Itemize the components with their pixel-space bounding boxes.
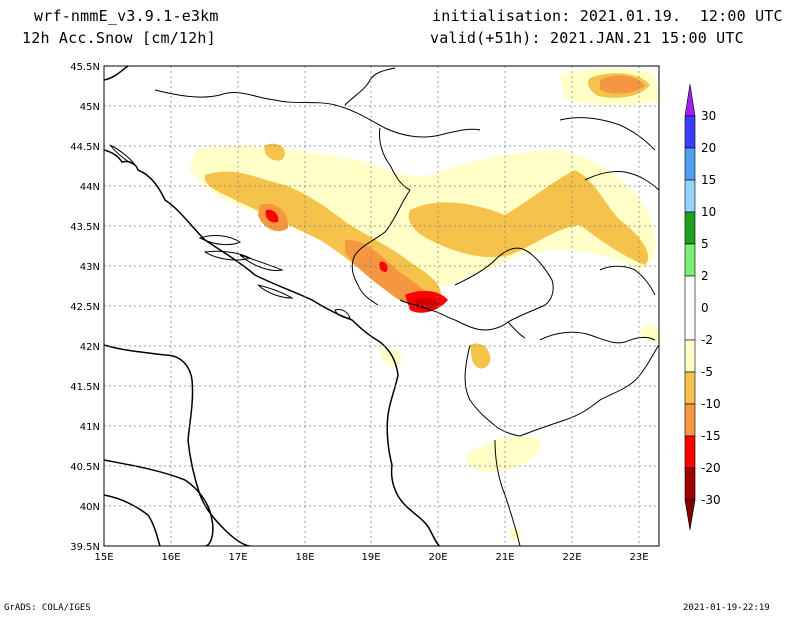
colorbar-label: 30 [701, 109, 716, 123]
lat-tick-label: 43.5N [70, 222, 100, 233]
colorbar-swatch [684, 211, 696, 245]
map-background [104, 66, 659, 546]
lat-tick-label: 42.5N [70, 302, 100, 313]
lat-tick-label: 43N [80, 262, 100, 273]
coastlines [104, 66, 441, 546]
colorbar-label: 15 [701, 173, 716, 187]
valid-time: valid(+51h): 2021.JAN.21 15:00 UTC [430, 29, 744, 47]
colorbar-swatch [684, 147, 696, 181]
lat-tick-label: 39.5N [70, 542, 100, 553]
lat-tick-label: 44N [80, 182, 100, 193]
colorbar-swatch [684, 435, 696, 469]
colorbar-label: 20 [701, 141, 716, 155]
lon-tick-label: 19E [361, 552, 380, 563]
field-title: 12h Acc.Snow [cm/12h] [22, 29, 216, 47]
colorbar-label: 10 [701, 205, 716, 219]
colorbar-swatch [684, 115, 696, 149]
lon-tick-label: 20E [428, 552, 447, 563]
colorbar-swatch [684, 403, 696, 437]
init-time: initialisation: 2021.01.19. 12:00 UTC [432, 7, 783, 25]
borders [154, 67, 659, 546]
islands [109, 144, 351, 319]
colorbar [684, 83, 696, 531]
lon-tick-label: 17E [228, 552, 247, 563]
footer-credit: GrADS: COLA/IGES [4, 603, 91, 613]
colorbar-top-arrow [684, 83, 696, 117]
snow-field [104, 66, 659, 546]
colorbar-label: 5 [701, 237, 709, 251]
colorbar-swatch [684, 339, 696, 373]
colorbar-label: -30 [701, 493, 721, 507]
lat-tick-label: 45N [80, 102, 100, 113]
lon-tick-label: 23E [629, 552, 648, 563]
colorbar-swatch [684, 179, 696, 213]
lat-tick-label: 40.5N [70, 462, 100, 473]
colorbar-label: 2 [701, 269, 709, 283]
lat-tick-label: 44.5N [70, 142, 100, 153]
colorbar-label: -15 [701, 429, 721, 443]
footer-timestamp: 2021-01-19-22:19 [683, 603, 770, 613]
colorbar-swatch [684, 467, 696, 501]
colorbar-swatch [684, 275, 696, 341]
colorbar-swatch [684, 243, 696, 277]
colorbar-label: -10 [701, 397, 721, 411]
lon-tick-label: 21E [495, 552, 514, 563]
lon-tick-label: 18E [295, 552, 314, 563]
lon-tick-label: 22E [562, 552, 581, 563]
colorbar-swatch [684, 371, 696, 405]
colorbar-labels: 30 20 15 10 5 2 0 -2 -5 -10 -15 -20 -30 [701, 109, 721, 507]
lon-tick-label: 15E [94, 552, 113, 563]
gridlines [104, 66, 659, 546]
colorbar-label: -20 [701, 461, 721, 475]
map-frame [103, 65, 660, 547]
lon-tick-label: 16E [161, 552, 180, 563]
colorbar-label: 0 [701, 301, 709, 315]
lon-axis: 15E 16E 17E 18E 19E 20E 21E 22E 23E [94, 552, 648, 563]
model-title: wrf-nmmE_v3.9.1-e3km [34, 7, 219, 25]
lat-tick-label: 41N [80, 422, 100, 433]
lat-tick-label: 40N [80, 502, 100, 513]
lat-tick-label: 45.5N [70, 62, 100, 73]
lat-tick-label: 42N [80, 342, 100, 353]
colorbar-label: -2 [701, 333, 713, 347]
colorbar-bottom-arrow [684, 499, 696, 531]
lat-axis: 45.5N 45N 44.5N 44N 43.5N 43N 42.5N 42N … [70, 62, 100, 553]
colorbar-label: -5 [701, 365, 713, 379]
lat-tick-label: 41.5N [70, 382, 100, 393]
